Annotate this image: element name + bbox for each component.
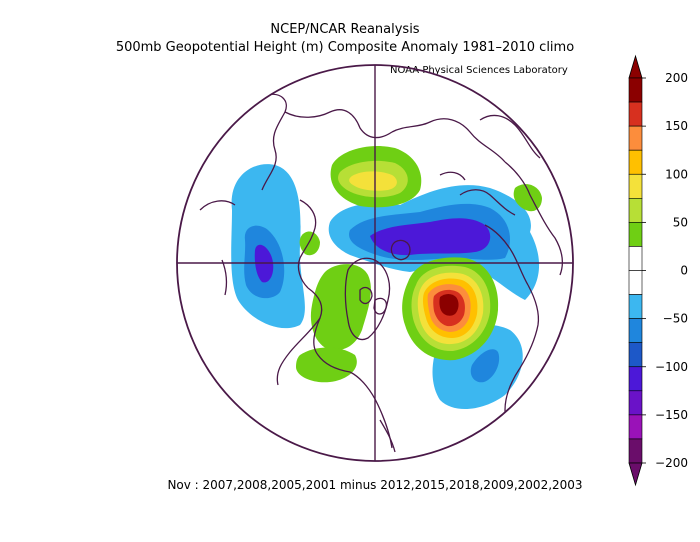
colorbar-label: 50 [673,215,688,229]
map-grid [176,64,574,462]
colorbar-bottom-arrow [628,462,643,487]
neg-atlantic-core [470,349,500,383]
map-boundary [176,64,574,462]
pos-greenland [310,264,371,351]
colorbar-swatch [628,101,643,127]
colorbar-label: −100 [655,360,688,374]
colorbar-top-arrow [628,54,643,79]
neg-arctic-core [370,218,491,256]
colorbar-swatch [628,125,643,151]
coastlines [199,93,564,456]
colorbar-swatch [628,173,643,199]
colorbar-swatch [628,149,643,175]
colorbar-label: 0 [680,264,688,278]
colorbar-labels: 200 150 100 50 0 −50 −100 −150 −200 [642,71,688,470]
colorbar-swatches [628,54,643,487]
colorbar-swatch [628,414,643,440]
colorbar-label: 200 [665,71,688,85]
anomaly-field [199,93,564,456]
colorbar-swatch [628,342,643,368]
composite-caption: Nov : 2007,2008,2005,2001 minus 2012,201… [167,478,583,492]
colorbar-swatch [628,390,643,416]
credit-label: NOAA Physical Sciences Laboratory [390,65,568,76]
pos-greenland-south [296,347,357,383]
chart-title: NCEP/NCAR Reanalysis [270,22,420,37]
colorbar-swatch [628,77,643,103]
colorbar-swatch [628,270,643,295]
colorbar-swatch [628,246,643,271]
positive-anomalies [296,145,542,383]
colorbar-label: −200 [655,456,688,470]
colorbar-swatch [628,198,643,223]
pos-siberia-core [349,171,397,191]
colorbar-swatch [628,222,643,247]
colorbar-label: 150 [665,119,688,133]
colorbar-label: −50 [663,312,688,326]
colorbar-swatch [628,366,643,392]
colorbar-swatch [628,438,643,464]
colorbar-label: 100 [665,167,688,181]
colorbar-swatch [628,318,643,343]
colorbar-swatch [628,294,643,319]
colorbar-label: −150 [655,408,688,422]
pos-n-atlantic-core [439,294,459,316]
chart-subtitle: 500mb Geopotential Height (m) Composite … [115,40,575,55]
